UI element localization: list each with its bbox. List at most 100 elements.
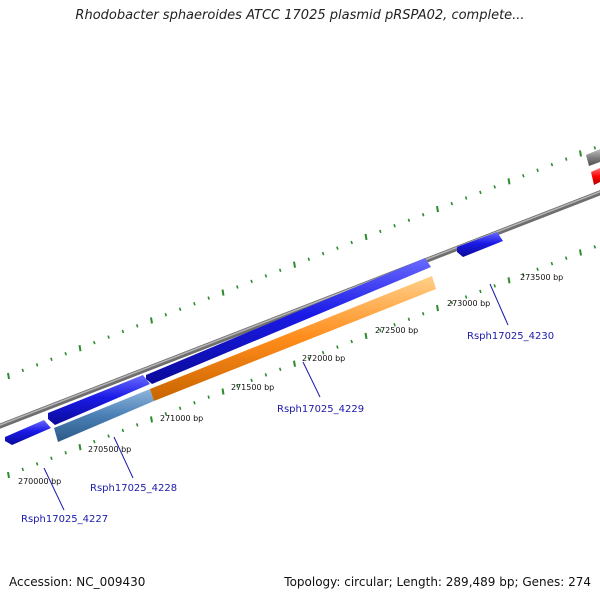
scale-tick: [107, 335, 110, 339]
gene-arrow-blue[interactable]: [5, 420, 51, 445]
scale-tick: [550, 261, 554, 266]
bp-label: 273000 bp: [447, 299, 490, 308]
scale-tick: [350, 240, 353, 245]
bp-label: 271500 bp: [231, 383, 274, 392]
gene-labels: Rsph17025_4227 Rsph17025_4228 Rsph17025_…: [21, 283, 554, 525]
scale-tick: [64, 450, 67, 455]
scale-tick: [379, 229, 382, 234]
scale-tick: [221, 388, 225, 395]
scale-tick: [64, 351, 67, 356]
scale-tick: [307, 257, 311, 261]
scale-tick: [436, 205, 439, 213]
accession-text: Accession: NC_009430: [9, 575, 146, 589]
gene-arrow-blue[interactable]: [146, 258, 431, 384]
gene-label[interactable]: Rsph17025_4227: [21, 514, 108, 525]
bp-label: 270000 bp: [18, 477, 61, 486]
scale-tick: [150, 317, 153, 324]
scale-tick: [21, 467, 25, 472]
scale-tick: [564, 157, 568, 161]
scale-tick: [336, 345, 339, 349]
scale-tick: [278, 268, 282, 273]
scale-tick: [221, 289, 225, 296]
scale-tick: [264, 373, 268, 377]
genome-stats-text: Topology: circular; Length: 289,489 bp; …: [284, 575, 591, 589]
bp-label: 270500 bp: [88, 445, 131, 454]
scale-tick: [150, 416, 153, 423]
scale-tick: [450, 201, 454, 206]
scale-tick: [293, 360, 296, 367]
scale-tick: [264, 274, 268, 278]
gene-arrow-blue[interactable]: [48, 375, 150, 425]
scale-tick: [35, 462, 39, 466]
scale-tick: [436, 304, 439, 312]
scale-tick: [407, 317, 411, 321]
scale-tick: [7, 471, 10, 479]
scale-tick: [593, 245, 597, 249]
scale-tick: [407, 218, 411, 222]
scale-tick: [293, 261, 296, 268]
scale-tick: [507, 178, 511, 185]
scale-tick: [21, 368, 25, 373]
scale-tick: [321, 350, 325, 355]
scale-tick: [493, 284, 496, 288]
scale-tick: [107, 434, 110, 438]
gene-label[interactable]: Rsph17025_4230: [467, 331, 554, 342]
gene-label[interactable]: Rsph17025_4229: [277, 404, 364, 415]
gene-arrow-blue[interactable]: [457, 232, 503, 257]
map-title: Rhodobacter sphaeroides ATCC 17025 plasm…: [75, 8, 525, 23]
scale-tick: [236, 384, 239, 388]
scale-tick: [236, 285, 239, 289]
scale-tick: [364, 332, 368, 340]
scale-tick: [536, 267, 539, 271]
scale-tick: [135, 423, 139, 427]
scale-tick: [164, 412, 168, 416]
scale-tick: [178, 307, 182, 311]
scale-tick: [78, 444, 82, 451]
bp-label: 272000 bp: [302, 354, 345, 363]
scale-tick: [450, 300, 454, 305]
scale-tick: [207, 296, 210, 300]
scale-tick: [550, 162, 554, 167]
gene-arrows: [5, 149, 600, 445]
scale-tick: [421, 212, 425, 217]
scale-tick: [421, 311, 425, 316]
scale-tick: [593, 146, 597, 150]
scale-tick: [307, 356, 311, 360]
scale-tick: [50, 456, 53, 461]
scale-tick: [193, 301, 196, 306]
scale-tick: [336, 246, 339, 250]
gene-arrow-gray[interactable]: [586, 149, 600, 166]
scale-tick: [464, 196, 468, 200]
scale-tick: [564, 256, 568, 260]
scale-tick: [579, 150, 582, 157]
scale-tick: [193, 400, 196, 405]
scale-tick: [579, 249, 582, 256]
scale-tick: [250, 279, 253, 284]
scale-tick: [364, 233, 368, 241]
gene-label[interactable]: Rsph17025_4228: [90, 483, 177, 494]
scale-tick: [35, 363, 39, 367]
scale-tick: [493, 185, 496, 189]
gene-arrow-red[interactable]: [591, 168, 600, 185]
scale-tick: [393, 323, 396, 327]
inner-tick-row: [7, 245, 597, 479]
scale-tick: [393, 224, 396, 228]
outer-tick-row: [7, 146, 597, 380]
bp-label: 271000 bp: [160, 414, 203, 423]
scale-tick: [464, 295, 468, 299]
scale-tick: [479, 190, 482, 195]
bp-scale-labels: 270000 bp 270500 bp 271000 bp 271500 bp …: [18, 273, 563, 486]
scale-tick: [321, 251, 325, 256]
gene-arrow-steelblue[interactable]: [54, 389, 154, 442]
scale-tick: [379, 328, 382, 333]
backbone-line: [0, 190, 600, 429]
bp-label: 272500 bp: [375, 326, 418, 335]
scale-tick: [278, 367, 282, 372]
scale-tick: [50, 357, 53, 362]
scale-tick: [536, 168, 539, 172]
scale-tick: [522, 272, 525, 277]
scale-tick: [135, 324, 139, 328]
gene-arrow-orange[interactable]: [150, 276, 436, 401]
scale-tick: [93, 340, 96, 345]
